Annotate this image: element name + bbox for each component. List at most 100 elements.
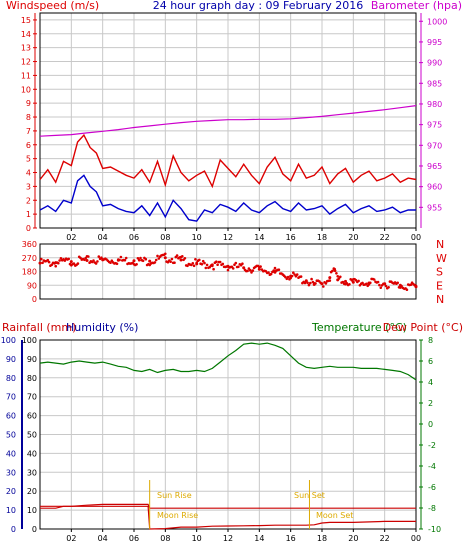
wind-direction-point <box>372 278 376 281</box>
wind-direction-point <box>69 260 73 264</box>
wind-direction-point <box>87 255 90 258</box>
humidity-tick-label: 80 <box>27 374 37 383</box>
bot-xtick-label: 18 <box>317 534 327 543</box>
humidity-tick-label: 70 <box>27 393 37 402</box>
wind-direction-point <box>47 260 51 264</box>
wind-direction-point <box>324 282 328 285</box>
barometer-line <box>39 105 417 137</box>
temperature-tick-label: 6 <box>428 357 433 366</box>
barometer-tick-label: 955 <box>427 203 442 212</box>
wind-direction-point <box>328 276 332 280</box>
wind-tick-label: 15 <box>21 16 31 25</box>
humidity-tick-label: 40 <box>27 449 37 458</box>
wind-direction-point <box>246 269 249 273</box>
wind-direction-point <box>59 257 63 260</box>
bot-xtick-label: 02 <box>66 534 76 543</box>
wind-direction-point <box>336 278 340 282</box>
wind-direction-point <box>101 258 105 262</box>
wind-direction-point <box>179 258 183 262</box>
wind-tick-label: 8 <box>26 113 31 122</box>
wind-direction-point <box>226 264 230 268</box>
rainfall-tick-label: 40 <box>6 449 16 458</box>
wind-direction-point <box>309 281 312 285</box>
wind-tick-label: 4 <box>26 169 31 178</box>
wind-direction-point <box>97 255 101 258</box>
wind-tick-label: 6 <box>26 141 31 150</box>
wind-direction-point <box>84 256 87 260</box>
wind-direction-point <box>198 258 201 262</box>
wind-direction-point <box>267 271 270 274</box>
wind-tick-label: 13 <box>21 44 31 53</box>
barometer-tick-label: 970 <box>427 141 442 150</box>
wind-gust-line <box>39 133 417 189</box>
wind-direction-point <box>277 268 281 272</box>
wind-direction-point <box>221 262 225 266</box>
wind-direction-point <box>94 262 98 265</box>
wind-direction-point <box>273 270 277 274</box>
wind-direction-point <box>67 257 70 261</box>
humidity-tick-label: 100 <box>22 336 37 345</box>
wind-tick-label: 10 <box>21 85 31 94</box>
temperature-tick-label: -10 <box>428 525 441 534</box>
wind-tick-label: 5 <box>26 155 31 164</box>
bot-xtick-label: 06 <box>129 534 139 543</box>
wind-direction-point <box>336 275 340 278</box>
sun-set-label: Sun Set <box>294 491 325 500</box>
wind-direction-point <box>348 283 351 286</box>
wind-tick-label: 12 <box>21 58 31 67</box>
wind-direction-point <box>205 263 209 267</box>
wind-direction-point <box>157 257 161 260</box>
wind-direction-point <box>175 254 179 257</box>
compass-label: W <box>436 252 447 265</box>
wind-direction-point <box>242 266 246 270</box>
wind-direction-point <box>351 280 355 284</box>
humidity-tick-label: 30 <box>27 468 37 477</box>
rainfall-tick-label: 80 <box>6 374 16 383</box>
wind-barometer-chart: 0123456789101112131415955960965970975980… <box>21 12 447 242</box>
wind-direction-point <box>194 258 197 261</box>
wind-direction-point <box>215 260 218 264</box>
barometer-tick-label: 965 <box>427 162 442 171</box>
compass-label: N <box>436 238 444 251</box>
wind-direction-point <box>40 257 43 261</box>
wind-direction-point <box>212 267 215 271</box>
wind-direction-point <box>251 269 255 272</box>
wind-direction-point <box>109 261 112 265</box>
wind-direction-point <box>361 281 364 285</box>
direction-tick-label: 90 <box>27 281 37 290</box>
top-xtick-label: 04 <box>98 233 108 242</box>
rainfall-tick-label: 10 <box>6 506 16 515</box>
wind-direction-point <box>72 262 76 265</box>
wind-direction-point <box>396 281 400 285</box>
barometer-tick-label: 1000 <box>427 17 447 26</box>
bot-xtick-label: 12 <box>223 534 233 543</box>
rainfall-tick-label: 70 <box>6 393 16 402</box>
wind-direction-point <box>339 275 342 279</box>
wind-tick-label: 2 <box>26 196 31 205</box>
direction-tick-label: 270 <box>22 254 37 263</box>
wind-direction-point <box>144 257 148 261</box>
barometer-axis-title: Barometer (hpa) <box>371 0 462 12</box>
wind-direction-point <box>183 257 187 260</box>
barometer-tick-label: 990 <box>427 59 442 68</box>
wind-direction-point <box>136 257 140 260</box>
top-xtick-label: 16 <box>286 233 296 242</box>
temperature-tick-label: 8 <box>428 336 433 345</box>
barometer-tick-label: 975 <box>427 121 442 130</box>
wind-direction-point <box>204 266 208 270</box>
wind-direction-point <box>312 283 316 286</box>
barometer-tick-label: 985 <box>427 79 442 88</box>
wind-direction-point <box>96 260 99 263</box>
bot-xtick-label: 22 <box>380 534 390 543</box>
temperature-tick-label: 2 <box>428 399 433 408</box>
wind-direction-point <box>210 263 214 267</box>
wind-direction-point <box>119 255 123 259</box>
wind-tick-label: 9 <box>26 99 31 108</box>
wind-direction-point <box>414 285 418 289</box>
wind-direction-point <box>269 272 273 276</box>
wind-direction-point <box>132 259 136 263</box>
rainfall-tick-label: 50 <box>6 431 16 440</box>
top-xtick-label: 14 <box>254 233 264 242</box>
top-xtick-label: 08 <box>160 233 170 242</box>
